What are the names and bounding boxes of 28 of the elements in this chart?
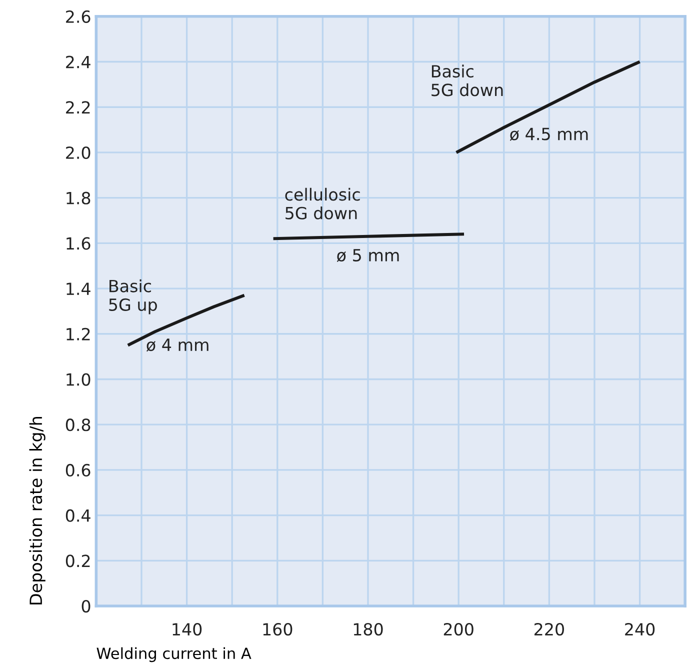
y-tick-label: 2.2 — [66, 101, 90, 114]
x-axis-title: Welding current in A — [96, 647, 252, 662]
y-tick-label: 0.4 — [66, 509, 90, 522]
y-axis-title: Deposition rate in kg/h — [29, 416, 46, 604]
y-tick-label: 0.8 — [66, 418, 90, 432]
y-tick-label: 1.8 — [66, 192, 90, 204]
y-tick-label: 0.6 — [66, 464, 90, 477]
y-tick-label: 0 — [82, 600, 90, 613]
series-label: Basic 5G down — [432, 64, 503, 96]
y-tick-label: 1.0 — [66, 373, 90, 386]
annotation: ø 4.5 mm — [510, 128, 588, 141]
y-tick-label: 2.0 — [66, 146, 90, 160]
x-tick-label: 220 — [534, 622, 564, 636]
x-tick-label: 160 — [263, 622, 292, 636]
y-tick-label: 2.4 — [66, 56, 90, 68]
series-label: Basic 5G up — [109, 279, 157, 314]
x-tick-label: 240 — [625, 622, 655, 636]
x-tick-label: 140 — [172, 622, 202, 636]
annotation: ø 5 mm — [336, 249, 399, 262]
y-tick-label: 1.6 — [66, 237, 90, 250]
x-tick-label: 200 — [444, 622, 474, 636]
annotation: ø 4 mm — [146, 338, 208, 352]
y-tick-label: 1.2 — [66, 328, 90, 340]
y-tick-label: 0.2 — [66, 554, 90, 568]
x-tick-label: 180 — [354, 622, 383, 636]
y-tick-label: 1.4 — [66, 282, 90, 295]
series-label: cellulosic 5G down — [285, 188, 360, 220]
y-tick-label: 2.6 — [66, 10, 90, 23]
